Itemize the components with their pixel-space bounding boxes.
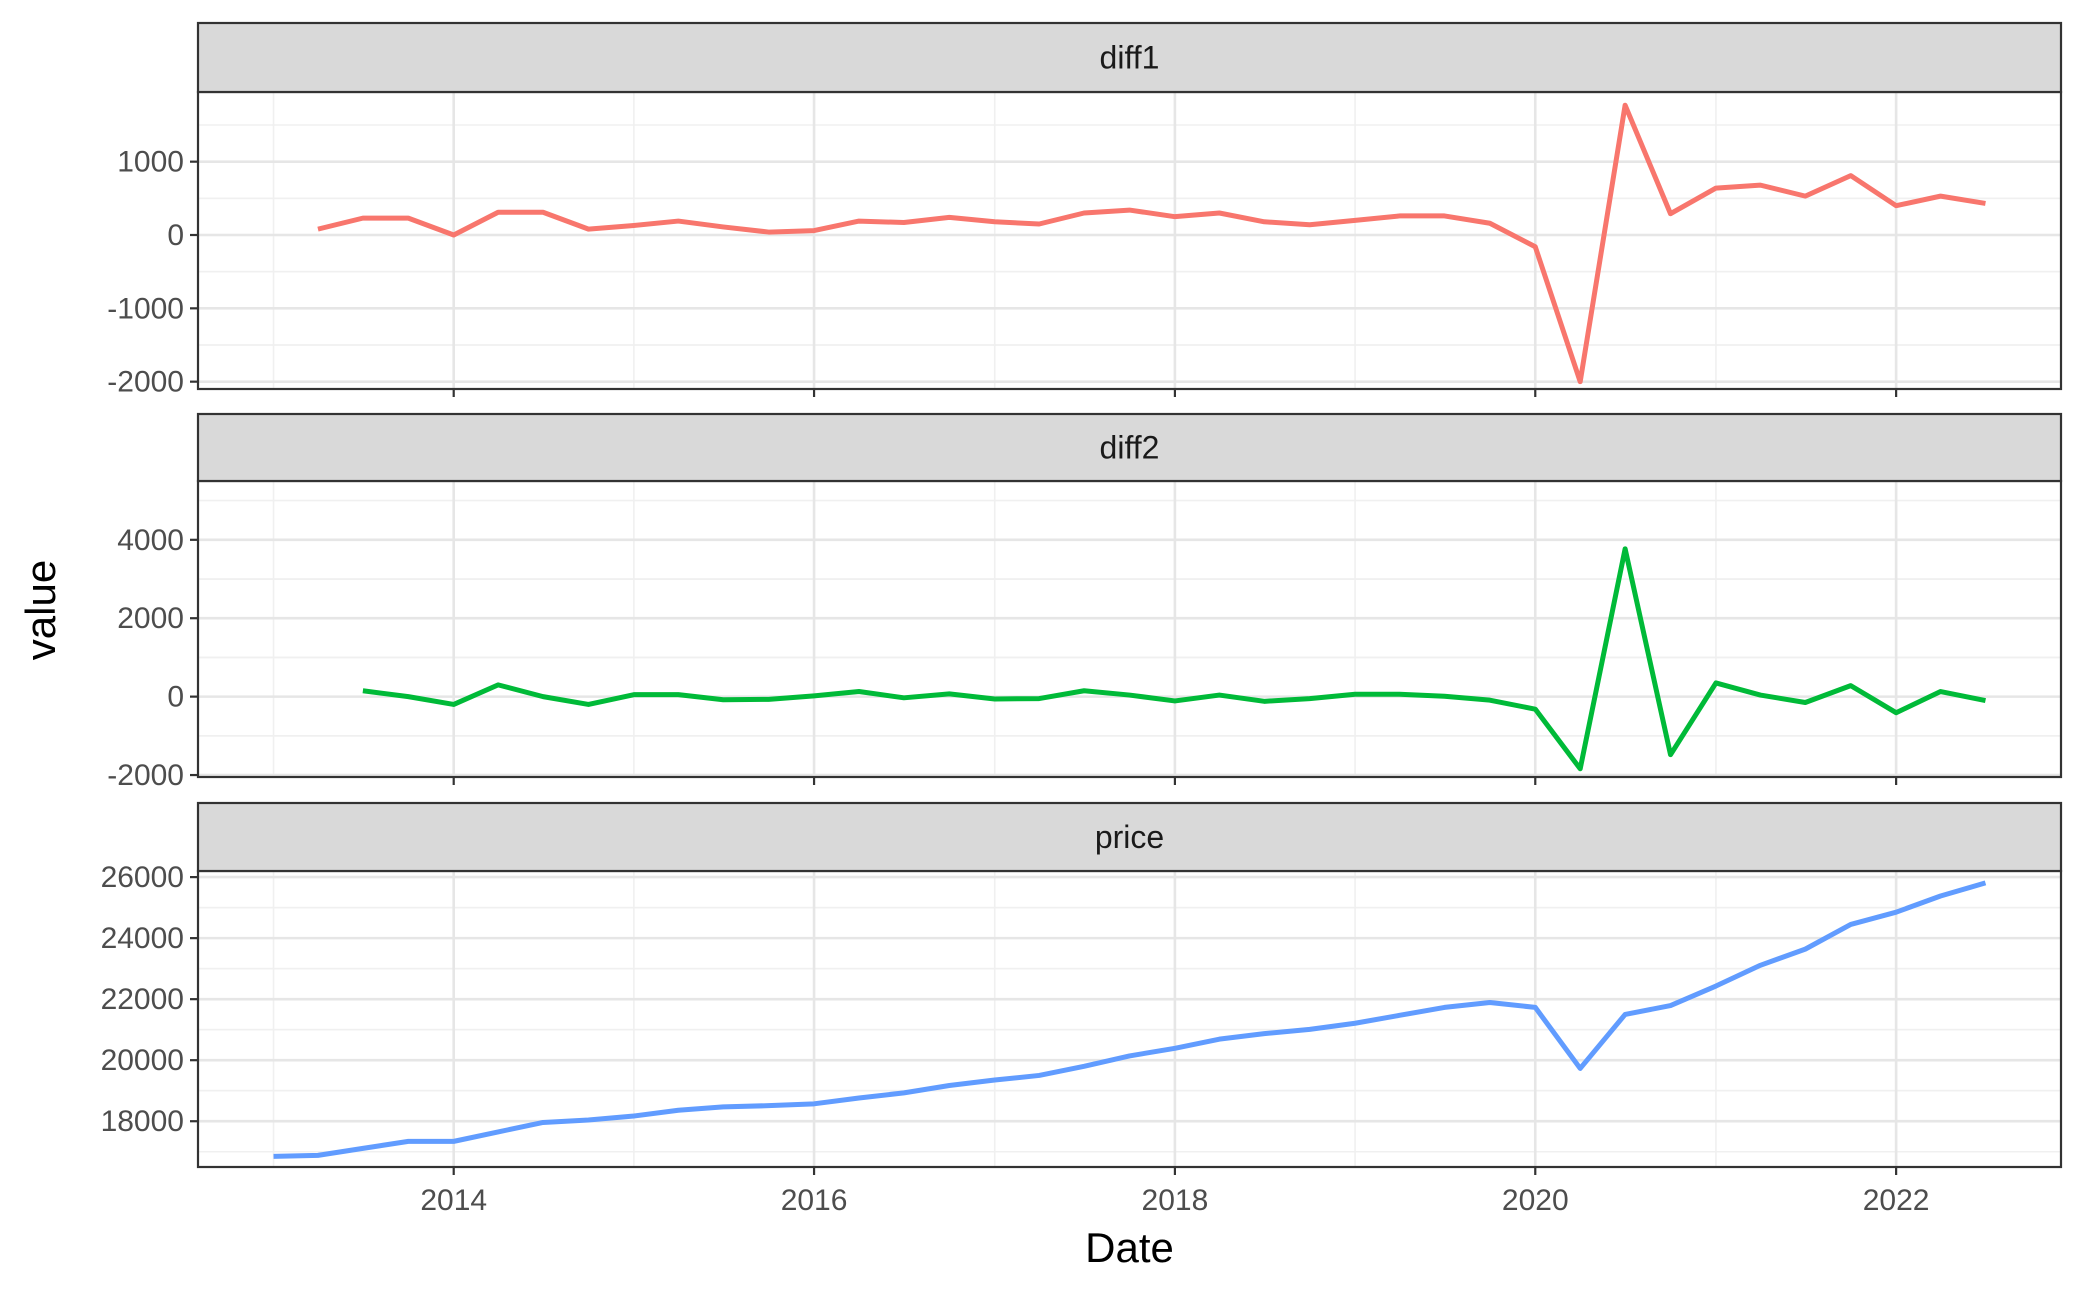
panel-diff2: diff2 -2000 0 2000 4000 (107, 414, 2061, 792)
panel-background (198, 481, 2061, 777)
y-tick-label: 2000 (117, 602, 184, 635)
facet-strip-label: diff2 (1100, 430, 1160, 466)
x-tick-label: 2014 (420, 1184, 487, 1217)
x-tick-label: 2018 (1142, 1184, 1209, 1217)
y-tick-label: -2000 (107, 759, 184, 792)
x-tick-label: 2022 (1863, 1184, 1930, 1217)
x-tick-label: 2016 (781, 1184, 848, 1217)
y-axis-title: value (17, 560, 64, 660)
facet-strip-label: diff1 (1100, 40, 1160, 76)
y-tick-label: 20000 (101, 1044, 184, 1077)
facet-strip-label: price (1095, 819, 1164, 855)
y-tick-label: 4000 (117, 524, 184, 557)
y-tick-label: 1000 (117, 146, 184, 179)
y-tick-label: 0 (167, 219, 184, 252)
y-tick-label: -1000 (107, 292, 184, 325)
x-tick-label: 2020 (1502, 1184, 1569, 1217)
y-tick-label: 26000 (101, 861, 184, 894)
panel-background (198, 871, 2061, 1167)
panel-diff1: diff1 -2000 -1000 0 1000 (107, 23, 2061, 399)
y-tick-label: -2000 (107, 366, 184, 399)
panel-price: price 18000 20000 22000 24000 26000 2014 2016 20… (101, 803, 2061, 1217)
y-tick-label: 24000 (101, 922, 184, 955)
y-tick-label: 0 (167, 681, 184, 714)
y-tick-label: 22000 (101, 983, 184, 1016)
x-axis-title: Date (1085, 1224, 1174, 1271)
y-tick-label: 18000 (101, 1105, 184, 1138)
